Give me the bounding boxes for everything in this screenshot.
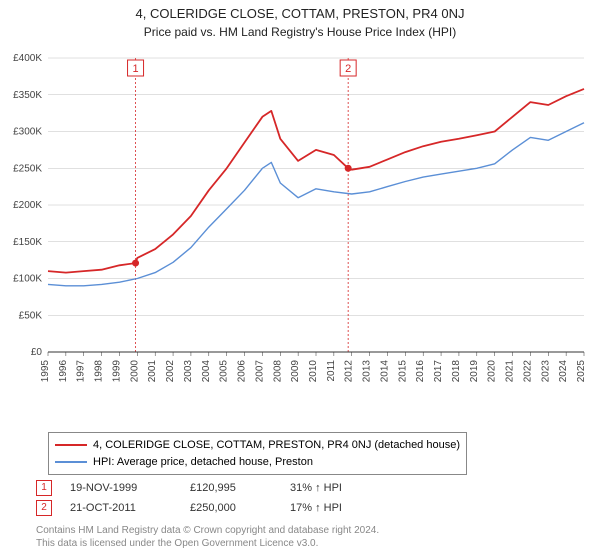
svg-text:£100K: £100K [13,274,42,285]
svg-text:2020: 2020 [487,360,498,383]
svg-text:1995: 1995 [40,360,51,383]
sale-date: 19-NOV-1999 [70,482,190,494]
svg-text:2015: 2015 [397,360,408,383]
svg-text:2008: 2008 [272,360,283,383]
svg-text:2011: 2011 [326,360,337,382]
svg-text:1999: 1999 [111,360,122,383]
svg-text:£150K: £150K [13,237,42,248]
svg-text:1997: 1997 [76,360,87,383]
sale-date: 21-OCT-2011 [70,502,190,514]
chart-title: 4, COLERIDGE CLOSE, COTTAM, PRESTON, PR4… [0,0,600,21]
footnote-line: This data is licensed under the Open Gov… [36,537,379,550]
legend-item: 4, COLERIDGE CLOSE, COTTAM, PRESTON, PR4… [55,437,460,454]
svg-text:2006: 2006 [237,360,248,383]
svg-text:1998: 1998 [94,360,105,383]
svg-text:2003: 2003 [183,360,194,383]
svg-text:2009: 2009 [290,360,301,383]
svg-text:2000: 2000 [129,360,140,383]
svg-text:2002: 2002 [165,360,176,383]
chart-container: 4, COLERIDGE CLOSE, COTTAM, PRESTON, PR4… [0,0,600,560]
svg-text:£250K: £250K [13,163,42,174]
svg-text:2019: 2019 [469,360,480,383]
legend-label: HPI: Average price, detached house, Pres… [93,454,313,471]
sale-marker-icon: 1 [36,480,52,496]
svg-text:£200K: £200K [13,200,42,211]
svg-text:2001: 2001 [147,360,158,383]
legend: 4, COLERIDGE CLOSE, COTTAM, PRESTON, PR4… [48,432,467,475]
line-chart: £0£50K£100K£150K£200K£250K£300K£350K£400… [48,58,584,392]
footnote: Contains HM Land Registry data © Crown c… [36,524,379,550]
svg-text:£400K: £400K [13,53,42,64]
svg-text:2013: 2013 [362,360,373,383]
svg-text:2004: 2004 [201,360,212,383]
sales-table: 1 19-NOV-1999£120,99531% ↑ HPI 2 21-OCT-201… [36,478,390,518]
sale-row: 2 21-OCT-2011£250,00017% ↑ HPI [36,498,390,518]
svg-text:2005: 2005 [219,360,230,383]
svg-text:2010: 2010 [308,360,319,383]
svg-text:£300K: £300K [13,127,42,138]
svg-text:2023: 2023 [540,360,551,383]
svg-text:2012: 2012 [344,360,355,383]
footnote-line: Contains HM Land Registry data © Crown c… [36,524,379,537]
svg-text:2022: 2022 [522,360,533,383]
svg-text:1996: 1996 [58,360,69,383]
sale-price: £120,995 [190,482,290,494]
svg-text:£50K: £50K [19,310,43,321]
chart-subtitle: Price paid vs. HM Land Registry's House … [0,21,600,45]
svg-text:2025: 2025 [576,360,587,383]
svg-text:2021: 2021 [505,360,516,383]
sale-pct: 17% ↑ HPI [290,502,390,514]
svg-text:2: 2 [345,63,351,75]
legend-item: HPI: Average price, detached house, Pres… [55,454,460,471]
sale-marker-icon: 2 [36,500,52,516]
svg-text:2016: 2016 [415,360,426,383]
sale-row: 1 19-NOV-1999£120,99531% ↑ HPI [36,478,390,498]
svg-text:2024: 2024 [558,360,569,383]
sale-price: £250,000 [190,502,290,514]
svg-text:2007: 2007 [254,360,265,383]
svg-text:2018: 2018 [451,360,462,383]
sale-pct: 31% ↑ HPI [290,482,390,494]
legend-label: 4, COLERIDGE CLOSE, COTTAM, PRESTON, PR4… [93,437,460,454]
svg-text:2017: 2017 [433,360,444,383]
svg-text:£350K: £350K [13,90,42,101]
svg-text:2014: 2014 [379,360,390,383]
svg-text:1: 1 [132,63,138,75]
legend-swatch [55,444,87,446]
svg-text:£0: £0 [31,347,43,358]
legend-swatch [55,461,87,463]
